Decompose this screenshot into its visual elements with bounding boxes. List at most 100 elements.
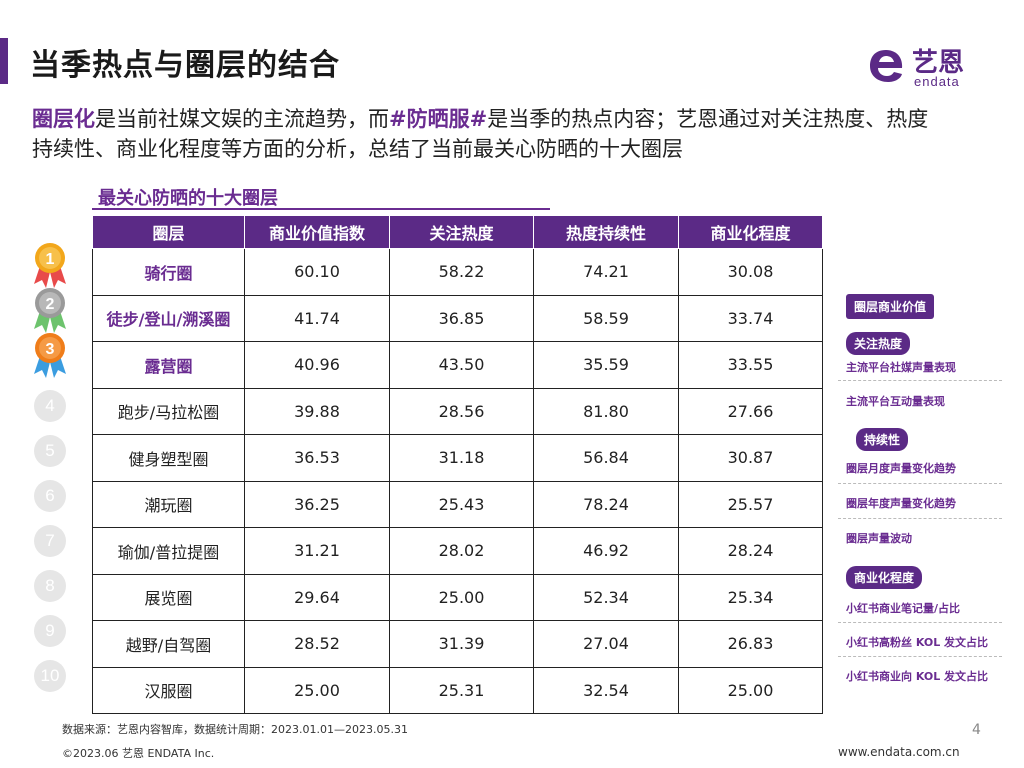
intro-paragraph: 圈层化是当前社媒文娱的主流趋势，而#防晒服#是当季的热点内容；艺恩通过对关注热度… [32, 104, 932, 164]
table-cell: 25.00 [244, 666, 390, 714]
table-title-underline [92, 208, 550, 210]
legend-divider [838, 622, 1002, 623]
table-cell: 56.84 [533, 434, 679, 482]
rank-4: 4 [28, 386, 72, 430]
page-title: 当季热点与圈层的结合 [30, 48, 340, 83]
table-cell: 25.34 [678, 573, 823, 621]
table-cell: 74.21 [533, 248, 679, 296]
table-cell: 25.43 [389, 480, 534, 528]
legend-divider [838, 380, 1002, 381]
legend-tag-sustainability: 持续性 [856, 428, 909, 451]
table-row: 汉服圈 25.00 25.31 32.54 25.00 [92, 666, 823, 714]
circle-name: 汉服圈 [92, 666, 245, 714]
table-cell: 31.18 [389, 434, 534, 482]
rank-1-medal: 1 [28, 243, 72, 290]
rank-number: 4 [34, 390, 66, 422]
circle-name: 健身塑型圈 [92, 434, 245, 482]
table-cell: 35.59 [533, 341, 679, 389]
intro-highlight-2: #防晒服# [389, 107, 488, 131]
table-cell: 58.59 [533, 294, 679, 342]
website-link[interactable]: www.endata.com.cn [838, 745, 960, 759]
table-cell: 31.39 [389, 620, 534, 668]
table-cell: 28.56 [389, 387, 534, 435]
legend-main-tag: 圈层商业价值 [846, 294, 935, 319]
legend-item: 小红书商业向 KOL 发文占比 [846, 670, 989, 683]
table-cell: 25.31 [389, 666, 534, 714]
table-cell: 28.52 [244, 620, 390, 668]
rank-number: 5 [34, 435, 66, 467]
circle-name: 骑行圈 [92, 248, 245, 296]
legend-divider [838, 518, 1002, 519]
table-cell: 31.21 [244, 527, 390, 575]
table-cell: 30.08 [678, 248, 823, 296]
table-cell: 81.80 [533, 387, 679, 435]
table-cell: 40.96 [244, 341, 390, 389]
legend-item: 小红书高粉丝 KOL 发文占比 [846, 636, 989, 649]
table-cell: 41.74 [244, 294, 390, 342]
circle-name: 徒步/登山/溯溪圈 [92, 294, 245, 342]
table-cell: 28.02 [389, 527, 534, 575]
rank-5: 5 [28, 431, 72, 475]
legend-item: 圈层月度声量变化趋势 [846, 462, 956, 475]
table-cell: 27.04 [533, 620, 679, 668]
table-cell: 26.83 [678, 620, 823, 668]
table-cell: 32.54 [533, 666, 679, 714]
legend-item: 小红书商业笔记量/占比 [846, 602, 961, 615]
endata-logo-icon [870, 50, 903, 82]
gold-medal-icon: 1 [34, 243, 66, 288]
circle-name: 潮玩圈 [92, 480, 245, 528]
logo-text-en: endata [914, 74, 960, 89]
circle-name: 越野/自驾圈 [92, 620, 245, 668]
rank-6: 6 [28, 476, 72, 520]
column-header: 关注热度 [389, 215, 534, 249]
column-header: 圈层 [92, 215, 245, 249]
rank-7: 7 [28, 521, 72, 565]
intro-text-2: 是当季的热点内容；艺恩通过对关注热度、热度持续性、商业化程度等方面的分析，总结了… [32, 107, 929, 161]
data-source-note: 数据来源：艺恩内容智库，数据统计周期：2023.01.01—2023.05.31 [62, 723, 408, 736]
table-cell: 43.50 [389, 341, 534, 389]
legend-item: 圈层声量波动 [846, 532, 912, 545]
table-cell: 36.53 [244, 434, 390, 482]
silver-medal-icon: 2 [34, 288, 66, 333]
table-cell: 46.92 [533, 527, 679, 575]
rank-number: 8 [34, 570, 66, 602]
rank-2-medal: 2 [28, 288, 72, 335]
intro-highlight-1: 圈层化 [32, 107, 95, 131]
intro-text-1: 是当前社媒文娱的主流趋势，而 [95, 107, 389, 131]
endata-logo: 艺恩 endata [866, 42, 996, 92]
table-cell: 30.87 [678, 434, 823, 482]
title-accent-bar [0, 38, 8, 84]
table-cell: 29.64 [244, 573, 390, 621]
rank-10: 10 [28, 656, 72, 700]
logo-text-cn: 艺恩 [912, 48, 965, 78]
legend-item: 圈层年度声量变化趋势 [846, 497, 956, 510]
legend-divider [838, 483, 1002, 484]
table-row: 越野/自驾圈 28.52 31.39 27.04 26.83 [92, 620, 823, 668]
legend-divider [838, 656, 1002, 657]
table-cell: 33.55 [678, 341, 823, 389]
table-row: 瑜伽/普拉提圈 31.21 28.02 46.92 28.24 [92, 527, 823, 575]
table-row: 潮玩圈 36.25 25.43 78.24 25.57 [92, 480, 823, 528]
table-cell: 28.24 [678, 527, 823, 575]
table-cell: 25.00 [389, 573, 534, 621]
table-row: 展览圈 29.64 25.00 52.34 25.34 [92, 573, 823, 621]
rank-number: 9 [34, 615, 66, 647]
table-cell: 25.00 [678, 666, 823, 714]
copyright-text: ©2023.06 艺恩 ENDATA Inc. [62, 747, 215, 760]
table-row: 跑步/马拉松圈 39.88 28.56 81.80 27.66 [92, 387, 823, 435]
table-cell: 58.22 [389, 248, 534, 296]
rank-number: 10 [34, 660, 66, 692]
table-cell: 33.74 [678, 294, 823, 342]
circle-name: 跑步/马拉松圈 [92, 387, 245, 435]
circles-table: 圈层 商业价值指数 关注热度 热度持续性 商业化程度 骑行圈 60.10 58.… [92, 215, 823, 714]
page-number: 4 [972, 722, 981, 738]
table-row: 健身塑型圈 36.53 31.18 56.84 30.87 [92, 434, 823, 482]
rank-9: 9 [28, 611, 72, 655]
rank-number: 6 [34, 480, 66, 512]
rank-8: 8 [28, 566, 72, 610]
column-header: 商业化程度 [678, 215, 823, 249]
medal-rank-number: 2 [46, 296, 55, 313]
table-row: 徒步/登山/溯溪圈 41.74 36.85 58.59 33.74 [92, 294, 823, 342]
legend-item: 主流平台互动量表现 [846, 395, 945, 408]
table-cell: 36.25 [244, 480, 390, 528]
